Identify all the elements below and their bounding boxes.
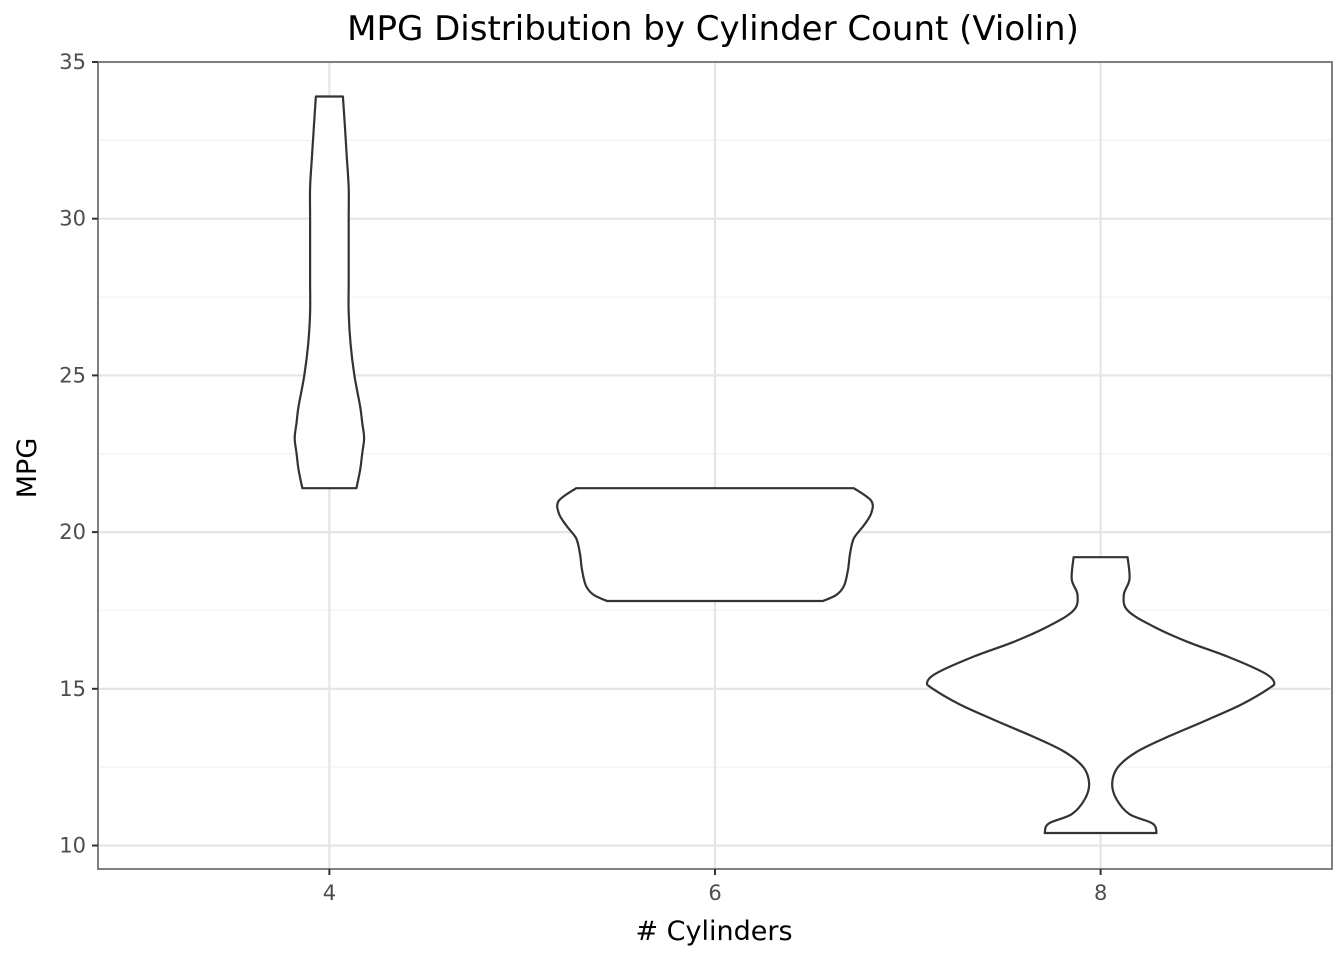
violin-6-cyl	[556, 487, 874, 603]
y-tick-label: 15	[59, 677, 86, 701]
x-axis-title: # Cylinders	[635, 916, 792, 947]
y-tick-label: 35	[59, 50, 86, 74]
x-tick-label: 6	[708, 881, 721, 905]
violin-4-cyl	[293, 95, 366, 490]
tick-layer: 10 15 20 25 30 35 4 6 8	[59, 50, 1107, 905]
y-tick-label: 10	[59, 833, 86, 857]
y-tick-label: 30	[59, 207, 86, 231]
y-tick-label: 25	[59, 363, 86, 387]
y-tick-label: 20	[59, 520, 86, 544]
x-tick-label: 8	[1094, 881, 1107, 905]
x-tick-label: 4	[323, 881, 336, 905]
violin-8-cyl	[925, 556, 1276, 835]
chart-title: MPG Distribution by Cylinder Count (Viol…	[347, 9, 1079, 49]
violin-layer	[293, 95, 1276, 835]
y-axis-title: MPG	[12, 438, 43, 499]
